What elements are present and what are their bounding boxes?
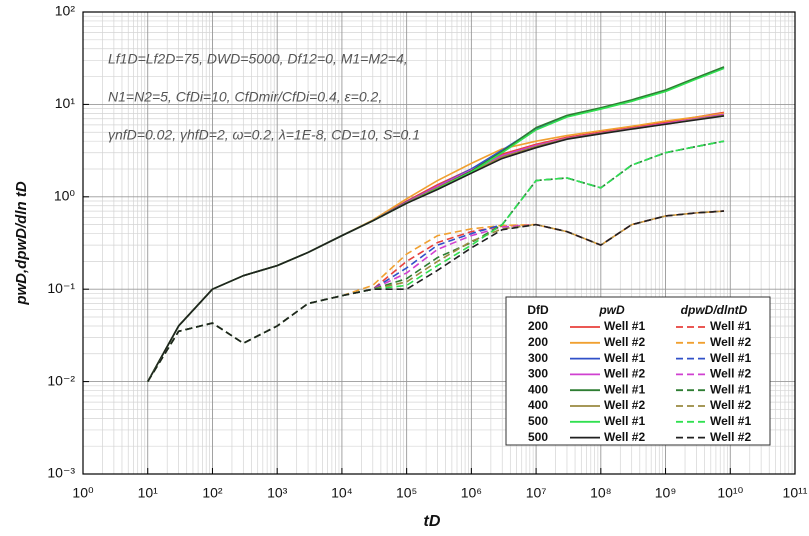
x-tick-label: 10³ <box>267 485 288 501</box>
y-axis-label: pwD,dpwD/dln tD <box>13 181 30 305</box>
legend-label: Well #2 <box>710 430 751 444</box>
y-tick-label: 10¹ <box>55 95 76 111</box>
series-line <box>147 210 725 383</box>
plot-frame <box>82 11 796 475</box>
legend-dfd: 300 <box>528 367 548 381</box>
x-tick-label: 10¹ <box>138 485 159 501</box>
legend-label: Well #1 <box>604 382 645 396</box>
x-tick-label: 10¹¹ <box>783 485 808 501</box>
x-tick-label: 10⁹ <box>655 485 677 501</box>
series-line <box>147 210 725 383</box>
legend-dfd: 400 <box>528 398 548 412</box>
legend-header: dpwD/dlntD <box>681 303 748 317</box>
legend-dfd: 500 <box>528 430 548 444</box>
legend-dfd: 500 <box>528 414 548 428</box>
y-tick-label: 10⁻³ <box>47 465 75 481</box>
y-tick-label: 10² <box>55 3 76 19</box>
legend-dfd: 300 <box>528 351 548 365</box>
legend-label: Well #2 <box>710 367 751 381</box>
x-tick-label: 10⁷ <box>526 485 547 501</box>
legend-label: Well #2 <box>604 335 645 349</box>
legend-label: Well #1 <box>710 351 751 365</box>
y-tick-label: 10⁻¹ <box>47 280 75 296</box>
x-tick-label: 10¹⁰ <box>717 485 743 501</box>
legend-label: Well #1 <box>604 351 645 365</box>
legend-box <box>505 296 771 446</box>
series-line <box>147 140 725 383</box>
x-tick-label: 10⁵ <box>396 485 417 501</box>
series-line <box>147 210 725 383</box>
series-line <box>147 115 725 382</box>
x-tick-label: 10⁶ <box>461 485 482 501</box>
legend-label: Well #1 <box>604 319 645 333</box>
annotation: N1=N2=5, CfDi=10, CfDmir/CfDi=0.4, ε=0.2… <box>108 89 382 105</box>
legend-label: Well #1 <box>710 382 751 396</box>
x-axis-label: tD <box>424 513 441 530</box>
legend-label: Well #1 <box>710 319 751 333</box>
legend-dfd: 200 <box>528 335 548 349</box>
x-tick-label: 10² <box>202 485 223 501</box>
legend-header: DfD <box>527 303 549 317</box>
annotation: Lf1D=Lf2D=75, DWD=5000, Df12=0, M1=M2=4, <box>108 51 408 67</box>
y-tick-label: 10⁻² <box>47 372 75 388</box>
legend-label: Well #2 <box>710 335 751 349</box>
legend-label: Well #1 <box>710 414 751 428</box>
y-tick-label: 10⁰ <box>54 188 76 204</box>
legend-dfd: 400 <box>528 382 548 396</box>
x-tick-label: 10⁰ <box>72 485 94 501</box>
legend-label: Well #2 <box>604 398 645 412</box>
legend-label: Well #2 <box>604 430 645 444</box>
legend-label: Well #1 <box>604 414 645 428</box>
annotation: γnfD=0.02, γhfD=2, ω=0.2, λ=1E-8, CD=10,… <box>108 127 420 143</box>
legend-header: pwD <box>598 303 625 317</box>
legend-label: Well #2 <box>604 367 645 381</box>
legend-label: Well #2 <box>710 398 751 412</box>
series-line <box>147 210 725 383</box>
x-tick-label: 10⁸ <box>590 485 612 501</box>
x-tick-label: 10⁴ <box>331 485 353 501</box>
series-line <box>147 140 725 383</box>
legend-dfd: 200 <box>528 319 548 333</box>
